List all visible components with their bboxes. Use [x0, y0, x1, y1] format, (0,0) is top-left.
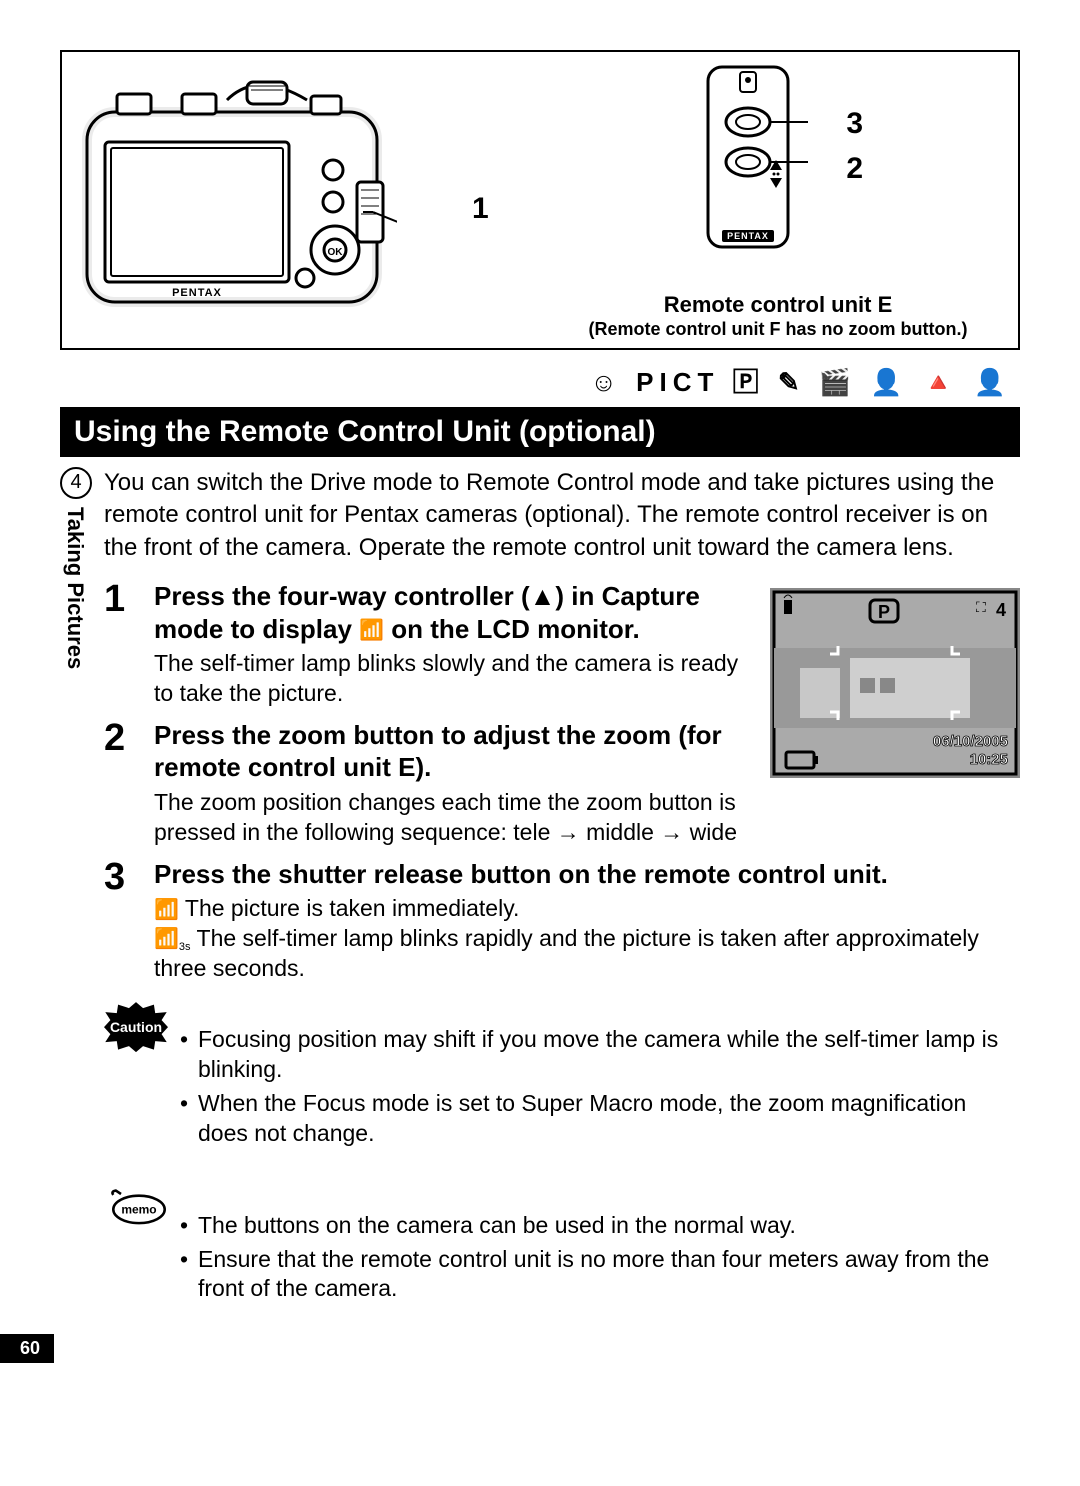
step-desc: The self-timer lamp blinks slowly and th…: [154, 649, 756, 709]
list-item: When the Focus mode is set to Super Macr…: [180, 1089, 1020, 1149]
caution-badge: Caution: [104, 1002, 174, 1052]
svg-text:PENTAX: PENTAX: [172, 287, 222, 299]
chapter-number: 4: [60, 467, 92, 499]
step-title: Press the shutter release button on the …: [154, 858, 1020, 891]
manual-page: OK PENTAX 1 PENTAX: [0, 0, 1080, 1383]
remote-sublabel: (Remote control unit F has no zoom butto…: [558, 319, 998, 340]
list-item: Focusing position may shift if you move …: [180, 1025, 1020, 1085]
ok-label: OK: [328, 247, 344, 258]
step-1: 1 Press the four-way controller (▲) in C…: [104, 580, 756, 709]
remote-drawing: PENTAX: [688, 62, 808, 262]
caution-list: Focusing position may shift if you move …: [174, 1025, 1020, 1153]
step-number: 1: [104, 580, 154, 709]
callout-1: 1: [472, 192, 489, 226]
memo-list: The buttons on the camera can be used in…: [174, 1211, 1020, 1309]
svg-text:memo: memo: [121, 1202, 156, 1216]
svg-text:10:25: 10:25: [970, 751, 1008, 768]
mode-icon-row: ☺ PICT 🄿 ✎ 🎬 👤 🔺 👤: [60, 350, 1020, 407]
remote-icon: 📶: [154, 899, 179, 921]
step-title: Press the zoom button to adjust the zoom…: [154, 719, 756, 784]
section-header: Using the Remote Control Unit (optional): [60, 407, 1020, 457]
side-tab: 4 Taking Pictures: [60, 467, 92, 674]
step-desc: 📶 The picture is taken immediately. 📶3s …: [154, 894, 1020, 984]
lcd-screenshot: P ⛶ 4 06/10/2005 10:25: [770, 588, 1020, 783]
illustration-box: OK PENTAX 1 PENTAX: [60, 50, 1020, 350]
step-2: 2 Press the zoom button to adjust the zo…: [104, 719, 756, 848]
step-number: 2: [104, 719, 154, 848]
remote-icon: 📶: [359, 619, 384, 641]
step-desc: The zoom position changes each time the …: [154, 788, 756, 848]
memo-note: memo The buttons on the camera can be us…: [104, 1188, 1020, 1332]
callout-3: 3: [846, 107, 863, 141]
intro-paragraph: You can switch the Drive mode to Remote …: [104, 467, 1020, 564]
svg-text:PENTAX: PENTAX: [727, 231, 769, 241]
step-title: Press the four-way controller (▲) in Cap…: [154, 580, 756, 645]
remote-3s-icon: 📶3s: [154, 928, 191, 950]
list-item: The buttons on the camera can be used in…: [180, 1211, 1020, 1241]
callout-2: 2: [846, 152, 863, 186]
caution-note: Caution Focusing position may shift if y…: [104, 1002, 1020, 1176]
svg-text:4: 4: [996, 600, 1006, 620]
list-item: Ensure that the remote control unit is n…: [180, 1245, 1020, 1305]
svg-text:P: P: [878, 602, 890, 622]
chapter-tab-label: Taking Pictures: [62, 507, 88, 669]
memo-badge: memo: [104, 1188, 174, 1232]
svg-text:⛶: ⛶: [976, 599, 986, 615]
remote-label: Remote control unit E: [578, 292, 978, 318]
camera-drawing: OK PENTAX: [77, 72, 397, 322]
step-3: 3 Press the shutter release button on th…: [104, 858, 1020, 984]
svg-text:06/10/2005: 06/10/2005: [933, 733, 1008, 750]
step-number: 3: [104, 858, 154, 984]
page-number: 60: [0, 1334, 54, 1363]
